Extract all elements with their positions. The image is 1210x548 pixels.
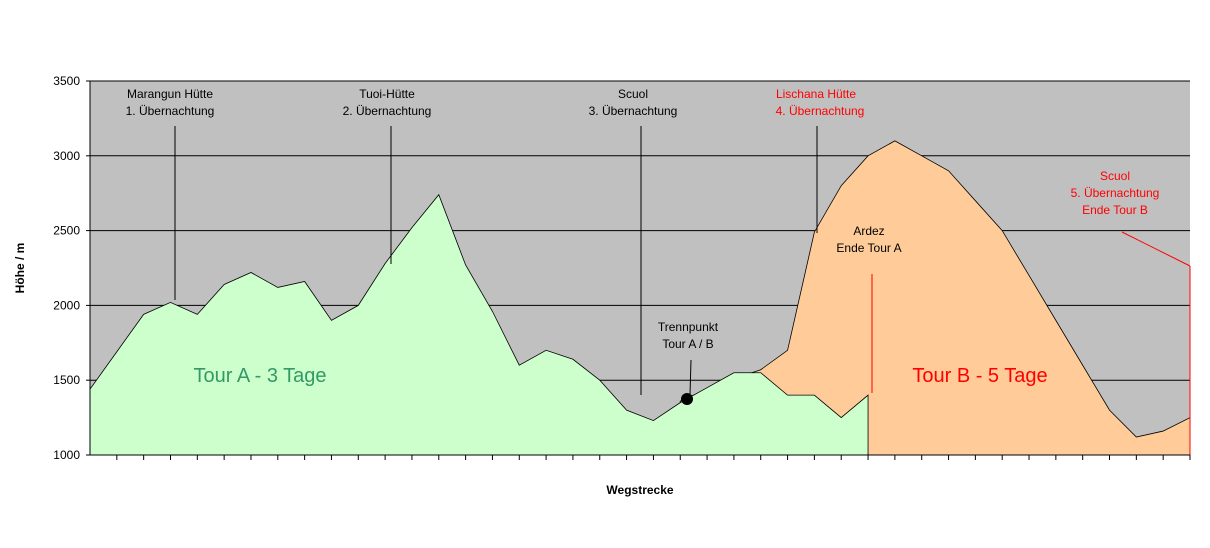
axes — [86, 80, 1191, 460]
y-tick-label: 3500 — [53, 74, 80, 88]
y-tick-label: 2500 — [53, 224, 80, 238]
annotation-ardez-end: Ende Tour A — [836, 241, 901, 255]
y-tick-label: 1500 — [53, 373, 80, 387]
annotation-trennpunkt-tours: Tour A / B — [662, 337, 713, 351]
tour-b-label: Tour B - 5 Tage — [912, 365, 1047, 387]
annotation-scuol5-end: Ende Tour B — [1082, 203, 1148, 217]
y-tick-label: 3000 — [53, 149, 80, 163]
x-axis-title: Wegstrecke — [606, 483, 673, 497]
series-areas — [89, 140, 1191, 456]
annotation-scuol3-name: Scuol — [618, 87, 648, 101]
y-tick-labels: 1000 1500 2000 2500 3000 3500 — [53, 74, 80, 462]
annotation-tuoi-name: Tuoi-Hütte — [359, 87, 415, 101]
y-tick-label: 1000 — [53, 448, 80, 462]
annotation-scuol5-name: Scuol — [1100, 169, 1130, 183]
annotation-lischana-night: 4. Übernachtung — [776, 104, 865, 118]
annotation-marangun-night: 1. Übernachtung — [126, 104, 215, 118]
y-tick-label: 2000 — [53, 298, 80, 312]
annotation-tuoi-night: 2. Übernachtung — [343, 104, 432, 118]
tour-a-label: Tour A - 3 Tage — [193, 365, 326, 387]
annotation-scuol5-night: 5. Übernachtung — [1071, 186, 1160, 200]
annotation-marangun-name: Marangun Hütte — [127, 87, 213, 101]
annotation-scuol3-night: 3. Übernachtung — [589, 104, 678, 118]
annotation-ardez-name: Ardez — [853, 224, 884, 238]
tour-a-area — [89, 193, 869, 456]
annotation-trennpunkt-name: Trennpunkt — [658, 320, 719, 334]
y-axis-title: Höhe / m — [13, 243, 27, 294]
leader-trennpunkt — [689, 359, 692, 396]
annotation-leader-lines — [174, 126, 1191, 455]
trennpunkt-marker — [681, 393, 693, 405]
annotation-lischana-name: Lischana Hütte — [776, 87, 856, 101]
leader-scuol5 — [1121, 231, 1191, 267]
